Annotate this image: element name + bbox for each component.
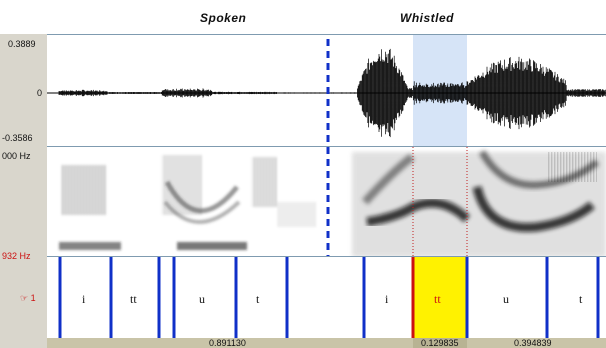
segment-label[interactable]: t — [256, 292, 260, 306]
waveform-max-label: 0.3889 — [8, 39, 36, 49]
spectrogram-panel[interactable] — [47, 146, 606, 257]
duration-right[interactable]: 0.394839 — [514, 338, 552, 348]
segment-label[interactable]: t — [579, 292, 583, 306]
segment-label-highlighted[interactable]: tt — [434, 292, 441, 306]
axis-gutter — [0, 34, 47, 348]
spectrogram-canvas — [59, 147, 606, 257]
duration-bar — [47, 338, 606, 348]
interval-boundaries — [58, 257, 600, 339]
waveform-panel[interactable] — [47, 34, 606, 147]
tier-name-label[interactable]: ☞ 1 — [20, 293, 36, 303]
waveform-zero-label: 0 — [37, 88, 43, 98]
spectrogram-whistled — [352, 150, 606, 257]
duration-left[interactable]: 0.891130 — [209, 338, 246, 348]
spectrogram-spoken — [59, 155, 317, 250]
tier-canvas — [58, 257, 600, 339]
spectrogram-top-freq-label: 000 Hz — [2, 151, 31, 161]
segment-label[interactable]: u — [199, 292, 205, 306]
spectrogram-bottom-freq-label: 932 Hz — [2, 251, 31, 261]
segment-label[interactable]: i — [82, 292, 86, 306]
duration-selected[interactable]: 0.129835 — [421, 338, 459, 348]
segment-label[interactable]: i — [385, 292, 389, 306]
header-whistled: Whistled — [400, 11, 454, 25]
highlighted-interval[interactable] — [413, 257, 467, 339]
header-spoken: Spoken — [200, 11, 247, 25]
segment-label[interactable]: u — [503, 292, 509, 306]
interval-tier[interactable]: i tt u t i tt u t — [47, 256, 606, 339]
duration-selected-segment[interactable] — [413, 338, 467, 348]
waveform-min-label: -0.3586 — [2, 133, 33, 143]
segment-label[interactable]: tt — [130, 292, 137, 306]
waveform-canvas — [47, 35, 606, 147]
